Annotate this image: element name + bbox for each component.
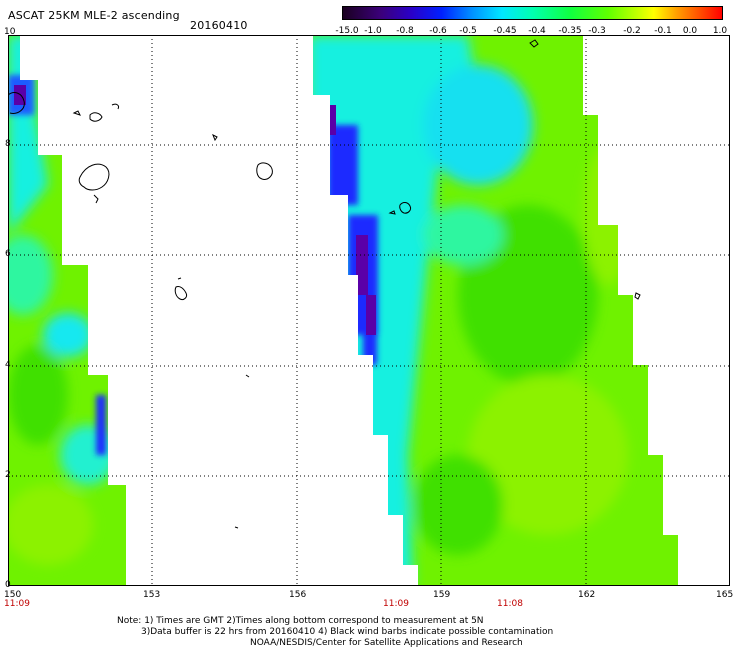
colorbar-tick: -0.1 bbox=[654, 26, 672, 36]
colorbar-tick: -0.5 bbox=[459, 26, 477, 36]
colorbar bbox=[342, 6, 723, 20]
lat-label: 0 bbox=[5, 580, 11, 590]
time-label: 11:09 bbox=[383, 599, 409, 609]
lat-label: 2 bbox=[5, 470, 11, 480]
time-label: 11:08 bbox=[497, 599, 523, 609]
lat-label: 4 bbox=[5, 360, 11, 370]
lon-label: 162 bbox=[578, 590, 596, 600]
colorbar-tick: -15.0 bbox=[335, 26, 359, 36]
island-outlines bbox=[8, 39, 641, 529]
lat-label: 6 bbox=[5, 249, 11, 259]
lat-label: 8 bbox=[5, 139, 11, 149]
colorbar-tick: -0.2 bbox=[623, 26, 641, 36]
map-title: ASCAT 25KM MLE-2 ascending bbox=[8, 9, 180, 22]
footnote-line-2: 3)Data buffer is 22 hrs from 20160410 4)… bbox=[141, 627, 554, 637]
lon-label: 150 bbox=[4, 590, 22, 600]
grid bbox=[8, 35, 730, 586]
time-label: 11:09 bbox=[4, 599, 30, 609]
colorbar-tick: -0.3 bbox=[588, 26, 606, 36]
colorbar-tick: -0.35 bbox=[558, 26, 582, 36]
colorbar-tick: 0.0 bbox=[682, 26, 698, 36]
footnote-line-1: Note: 1) Times are GMT 2)Times along bot… bbox=[117, 616, 484, 626]
colorbar-tick: 1.0 bbox=[712, 26, 728, 36]
colorbar-tick: -0.4 bbox=[528, 26, 546, 36]
map-frame bbox=[8, 35, 730, 586]
lon-label: 156 bbox=[289, 590, 307, 600]
colorbar-tick: -1.0 bbox=[364, 26, 382, 36]
lon-label: 165 bbox=[716, 590, 734, 600]
lon-label: 159 bbox=[433, 590, 451, 600]
colorbar-tick: -0.8 bbox=[396, 26, 414, 36]
map-date: 20160410 bbox=[190, 19, 248, 32]
colorbar-tick: -0.45 bbox=[493, 26, 517, 36]
colorbar-tick: -0.6 bbox=[429, 26, 447, 36]
right-swath bbox=[313, 35, 678, 586]
footnote-line-3: NOAA/NESDIS/Center for Satellite Applica… bbox=[250, 638, 523, 648]
wind-map bbox=[8, 35, 730, 586]
lat-label: 10 bbox=[4, 27, 16, 37]
lon-label: 153 bbox=[143, 590, 161, 600]
